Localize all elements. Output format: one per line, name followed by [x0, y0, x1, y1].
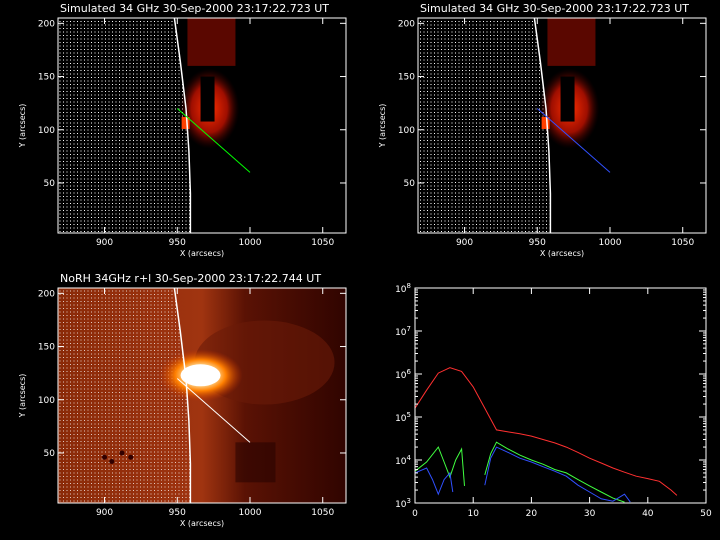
- x-tick-label: 20: [526, 509, 538, 519]
- plot-frame: [417, 17, 707, 234]
- y-tick-label: 200: [38, 19, 55, 29]
- solar-limb: [533, 18, 552, 233]
- footpoint: [181, 116, 190, 129]
- x-tick-label: 900: [96, 238, 113, 248]
- y-tick-label: 150: [38, 73, 55, 83]
- y-tick-label: 100: [38, 396, 55, 406]
- dark-spot: [109, 458, 115, 464]
- x-tick-label: 950: [169, 508, 186, 518]
- x-tick-label: 10: [467, 509, 479, 519]
- y-axis-label: Y (arcsecs): [18, 374, 27, 419]
- x-tick-label: 1050: [311, 238, 334, 248]
- loop-core-dark: [200, 76, 215, 122]
- x-axis-label: X (arcsecs): [180, 249, 224, 258]
- panel-title: NoRH 34GHz r+l 30-Sep-2000 23:17:22.744 …: [60, 272, 321, 285]
- brightness-profile-plot: 0 10 20 30 40 50 103 104 105 106 107 108: [395, 282, 712, 519]
- x-tick-label: 900: [456, 238, 473, 248]
- y-tick-label: 103: [395, 497, 411, 510]
- y-axis-label: Y (arcsecs): [378, 104, 387, 149]
- series-line: [414, 467, 454, 496]
- y-tick-label: 200: [38, 289, 55, 299]
- x-tick-label: 1050: [671, 238, 694, 248]
- map-image: [418, 18, 611, 233]
- y-tick-label: 150: [38, 343, 55, 353]
- map-image: [58, 18, 251, 233]
- y-tick-label: 107: [395, 325, 411, 338]
- simulated-map-right: Simulated 34 GHz 30-Sep-2000 23:17:22.72…: [378, 2, 707, 258]
- upper-emission: [187, 18, 236, 66]
- norh-map: NoRH 34GHz r+l 30-Sep-2000 23:17:22.744 …: [18, 272, 347, 528]
- series-line: [414, 367, 678, 496]
- source-core: [180, 364, 221, 387]
- series-line: [484, 441, 625, 503]
- dark-spot: [102, 454, 108, 460]
- profile-line: [536, 108, 611, 173]
- solar-limb: [173, 288, 192, 503]
- y-tick-label: 104: [395, 454, 411, 467]
- dark-spot: [119, 450, 125, 456]
- y-tick-label: 106: [395, 368, 411, 381]
- y-tick-label: 100: [398, 126, 415, 136]
- y-tick-label: 50: [404, 179, 416, 189]
- y-tick-label: 50: [44, 449, 56, 459]
- x-axis-label: X (arcsecs): [540, 249, 584, 258]
- y-tick-label: 50: [44, 179, 56, 189]
- y-tick-label: 105: [395, 411, 411, 424]
- simulated-map-left: Simulated 34 GHz 30-Sep-2000 23:17:22.72…: [18, 2, 347, 258]
- x-tick-label: 30: [584, 509, 596, 519]
- x-tick-label: 1000: [239, 238, 262, 248]
- y-tick-label: 100: [38, 126, 55, 136]
- profile-line: [176, 378, 251, 443]
- dark-spot: [128, 454, 134, 460]
- solar-disk: [58, 18, 191, 233]
- x-tick-label: 950: [529, 238, 546, 248]
- x-axis-label: X (arcsecs): [180, 519, 224, 528]
- loop-core-dark: [560, 76, 575, 122]
- y-axis-label: Y (arcsecs): [18, 104, 27, 149]
- footpoint: [541, 116, 550, 129]
- series-line: [484, 446, 631, 503]
- upper-emission: [547, 18, 596, 66]
- plot-frame: [57, 17, 347, 234]
- x-tick-label: 50: [700, 509, 712, 519]
- x-tick-label: 1000: [599, 238, 622, 248]
- profile-line: [176, 108, 251, 173]
- plot-frame: [414, 287, 707, 504]
- x-tick-label: 1000: [239, 508, 262, 518]
- series-line: [414, 446, 465, 486]
- x-tick-label: 1050: [311, 508, 334, 518]
- plot-frame: [57, 287, 347, 504]
- y-tick-label: 150: [398, 73, 415, 83]
- x-tick-label: 40: [642, 509, 654, 519]
- y-tick-label: 200: [398, 19, 415, 29]
- y-tick-label: 108: [395, 282, 411, 295]
- solar-disk: [58, 288, 191, 503]
- solar-limb: [173, 18, 192, 233]
- panel-title: Simulated 34 GHz 30-Sep-2000 23:17:22.72…: [420, 2, 689, 15]
- map-image: [58, 288, 346, 503]
- x-tick-label: 0: [412, 509, 418, 519]
- x-tick-label: 950: [169, 238, 186, 248]
- panel-title: Simulated 34 GHz 30-Sep-2000 23:17:22.72…: [60, 2, 329, 15]
- dark-patch: [235, 442, 276, 483]
- solar-disk: [418, 18, 551, 233]
- x-tick-label: 900: [96, 508, 113, 518]
